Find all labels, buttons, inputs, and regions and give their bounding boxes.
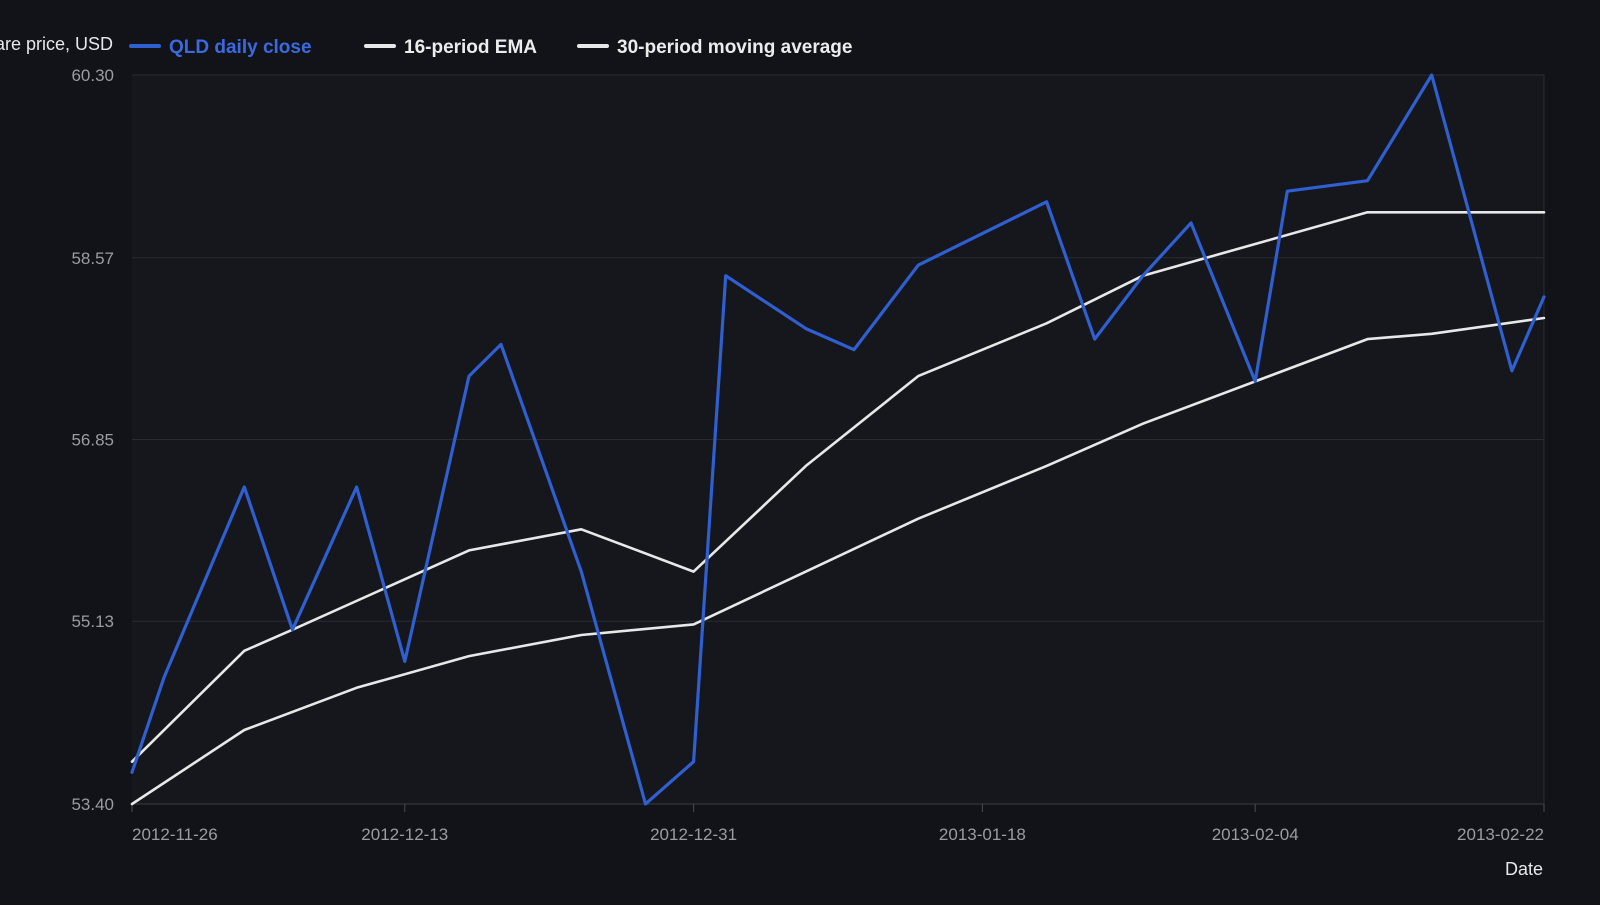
y-tick-label: 58.57 [71, 249, 114, 268]
x-tick-label: 2013-02-04 [1212, 825, 1299, 844]
y-tick-label: 55.13 [71, 612, 114, 631]
x-tick-label: 2012-12-13 [361, 825, 448, 844]
x-tick-label: 2013-01-18 [939, 825, 1026, 844]
x-axis-label: Date [1505, 859, 1543, 879]
legend-label: QLD daily close [169, 37, 312, 58]
legend-label: 16-period EMA [404, 37, 537, 58]
legend-label: 30-period moving average [617, 37, 852, 58]
y-tick-label: 53.40 [71, 795, 114, 814]
series-lines [130, 73, 1546, 806]
y-tick-label: 56.85 [71, 431, 114, 450]
y-axis-label: Share price, USD [0, 34, 113, 54]
series-line-ema-16 [130, 211, 1546, 764]
axes: 53.40 55.13 56.85 58.57 60.30 2012-11-26 2012-… [71, 66, 1545, 844]
x-tick-label: 2012-12-31 [650, 825, 737, 844]
y-tick-label: 60.30 [71, 66, 114, 85]
series-line-ma-30 [130, 316, 1546, 806]
legend: QLD daily close 16-period EMA 30-period mo… [129, 37, 852, 58]
series-line-qld-daily-close [130, 73, 1546, 806]
x-tick-label: 2013-02-22 [1457, 825, 1544, 844]
x-tick-label: 2012-11-26 [132, 825, 218, 844]
